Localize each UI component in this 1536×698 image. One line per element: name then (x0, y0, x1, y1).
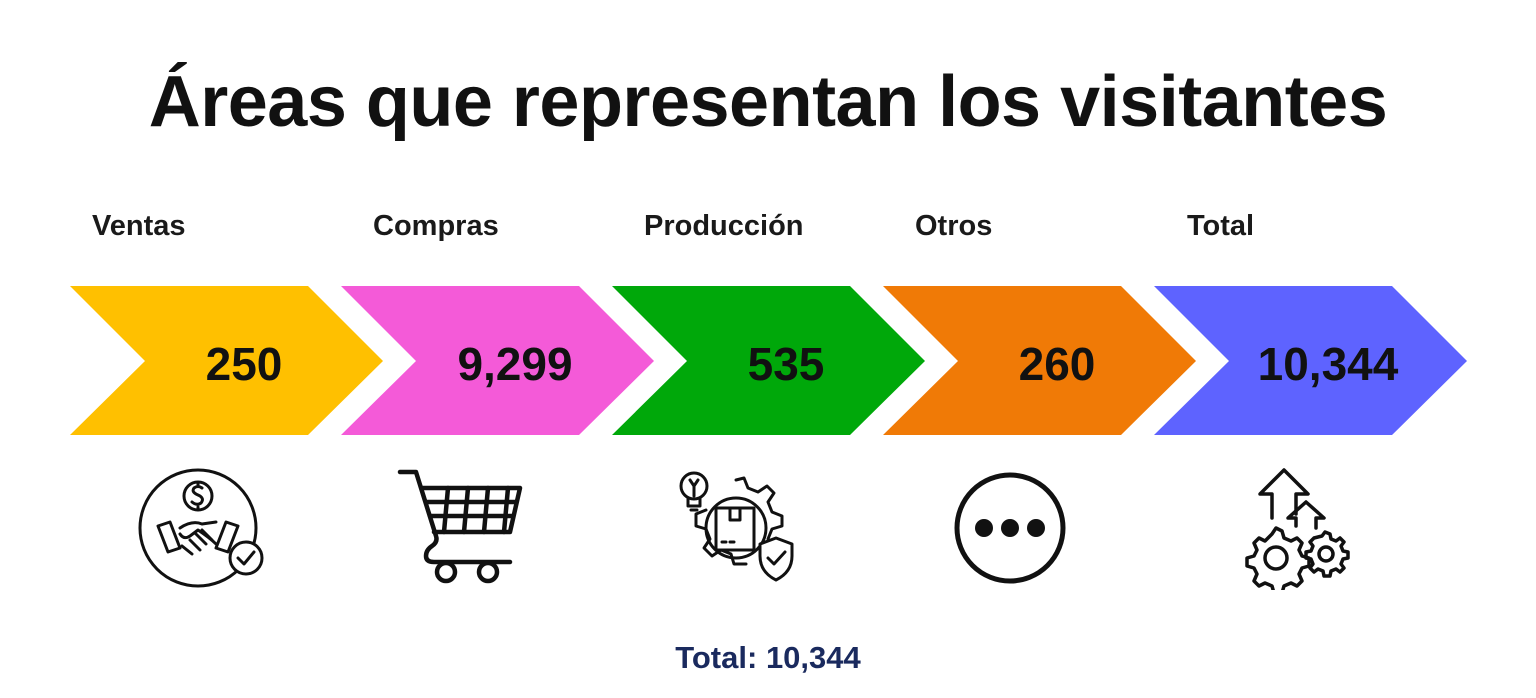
production-gear-icon (679, 471, 794, 582)
page-title: Áreas que representan los visitantes (148, 62, 1388, 142)
step-label-total: Total (1187, 210, 1255, 242)
more-dots-icon (954, 472, 1066, 584)
step-label-compras: Compras (373, 210, 499, 242)
step-value-compras: 9,299 (457, 338, 573, 390)
growth-gears-icon (1245, 468, 1350, 590)
total-summary: Total: 10,344 (0, 638, 1536, 678)
arrow-produccion (612, 286, 925, 435)
handshake-dollar-icon (138, 468, 264, 588)
step-value-produccion: 535 (747, 338, 825, 390)
arrow-total (1154, 286, 1467, 435)
arrow-ventas (70, 286, 383, 435)
step-label-produccion: Producción (644, 210, 804, 242)
arrow-compras (341, 286, 654, 435)
arrow-otros (883, 286, 1196, 435)
step-value-otros: 260 (1018, 338, 1096, 390)
step-label-ventas: Ventas (92, 210, 186, 242)
step-value-ventas: 250 (205, 338, 283, 390)
shopping-cart-icon (397, 469, 523, 584)
step-value-total: 10,344 (1257, 338, 1399, 390)
total-summary-label: Total: (675, 640, 758, 675)
step-label-otros: Otros (915, 210, 993, 242)
total-summary-value: 10,344 (765, 640, 861, 675)
